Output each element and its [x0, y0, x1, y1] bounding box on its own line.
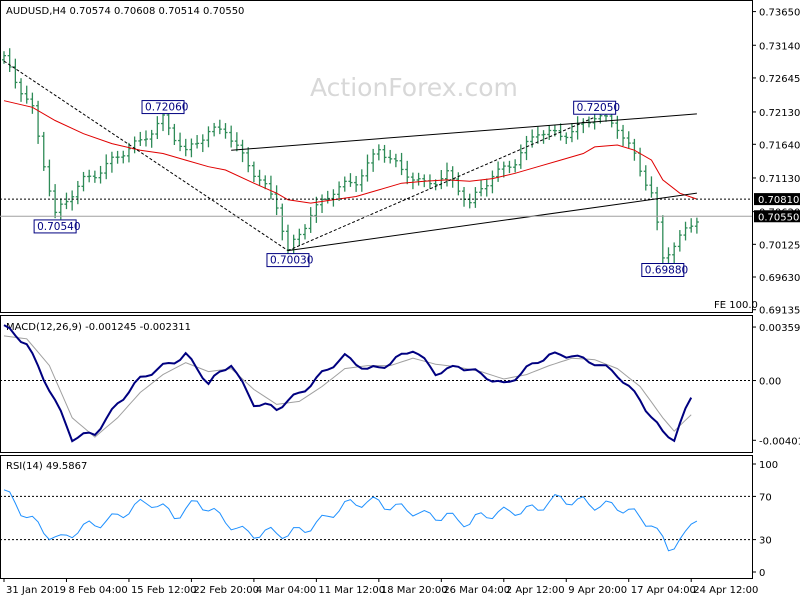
time-tick-label: 11 Mar 12:00	[318, 585, 385, 596]
time-tick-label: 8 Feb 04:00	[68, 585, 127, 596]
axis-layer: 0.73650 0.73140 0.72645 0.72130 0.71640 0.711…	[3, 8, 800, 596]
price-tick-label: 0.69135	[759, 306, 800, 317]
rsi-layer	[0, 489, 752, 552]
price-level-box	[573, 100, 617, 115]
time-tick-label: 15 Feb 12:00	[131, 585, 197, 596]
price-tick-label: 0.69630	[759, 273, 800, 284]
price-level-box	[641, 263, 685, 277]
macd-signal-line	[3, 335, 692, 438]
price-tick-label: 0.71640	[759, 140, 800, 151]
price-pane	[0, 0, 753, 313]
price-level-label: 0.70540	[37, 221, 80, 233]
price-tick-label: 0.72130	[759, 108, 800, 119]
price-level-box	[266, 253, 310, 268]
time-tick-label: 9 Apr 20:00	[568, 585, 627, 596]
rsi-tick-label: 70	[759, 492, 772, 503]
price-tick-label: 0.70125	[759, 240, 800, 251]
channel-trendline	[287, 192, 697, 252]
time-tick-label: 24 Apr 12:00	[693, 585, 758, 596]
price-tag-box	[754, 193, 800, 206]
price-level-label: 0.69880	[645, 265, 688, 277]
price-level-label: 0.72050	[577, 102, 620, 114]
macd-tick-label: 0.00	[759, 377, 781, 388]
macd-tick-label: 0.003593	[759, 323, 800, 334]
fe-label: FE 100.0	[714, 300, 758, 311]
dashed-trendline	[3, 60, 289, 252]
macd-pane	[0, 315, 753, 453]
rsi-tick-label: 100	[759, 460, 778, 471]
price-layer: 0.72060 0.70540 0.70030 0.72050 0.69880	[0, 48, 752, 277]
watermark: ActionForex.com	[310, 73, 518, 102]
rsi-line	[3, 489, 698, 552]
rsi-tick-label: 0	[759, 568, 765, 579]
macd-tick-label: -0.004014	[759, 436, 800, 447]
time-tick-label: 22 Feb 20:00	[193, 585, 259, 596]
price-level-label: 0.70030	[270, 255, 313, 267]
channel-trendline	[231, 113, 697, 151]
price-tick-label: 0.71130	[759, 174, 800, 185]
price-tag-label: 0.70550	[758, 212, 799, 223]
macd-header: MACD(12,26,9) -0.001245 -0.002311	[6, 322, 191, 333]
dashed-trendline	[287, 116, 595, 252]
price-level-box	[141, 100, 185, 115]
macd-layer	[0, 324, 752, 443]
macd-line	[3, 324, 693, 443]
price-tick-label: 0.73140	[759, 41, 800, 52]
price-tick-label: 0.72645	[759, 74, 800, 85]
rsi-header: RSI(14) 49.5867	[6, 461, 87, 472]
time-tick-label: 18 Mar 20:00	[381, 585, 448, 596]
price-tag-box	[754, 210, 800, 223]
price-level-label: 0.72060	[145, 102, 188, 114]
rsi-pane	[0, 455, 753, 579]
time-tick-label: 31 Jan 2019	[6, 585, 66, 596]
price-tag-label: 0.70810	[758, 195, 799, 206]
time-tick-label: 4 Mar 04:00	[256, 585, 316, 596]
moving-average-line	[3, 100, 698, 204]
time-tick-label: 17 Apr 04:00	[631, 585, 696, 596]
symbol-header: AUDUSD,H4 0.70574 0.70608 0.70514 0.7055…	[6, 6, 244, 17]
price-tick-label: 0.73650	[759, 8, 800, 19]
rsi-tick-label: 30	[759, 536, 772, 547]
time-tick-label: 26 Mar 04:00	[443, 585, 510, 596]
time-tick-label: 2 Apr 12:00	[506, 585, 565, 596]
price-level-box	[33, 219, 77, 234]
